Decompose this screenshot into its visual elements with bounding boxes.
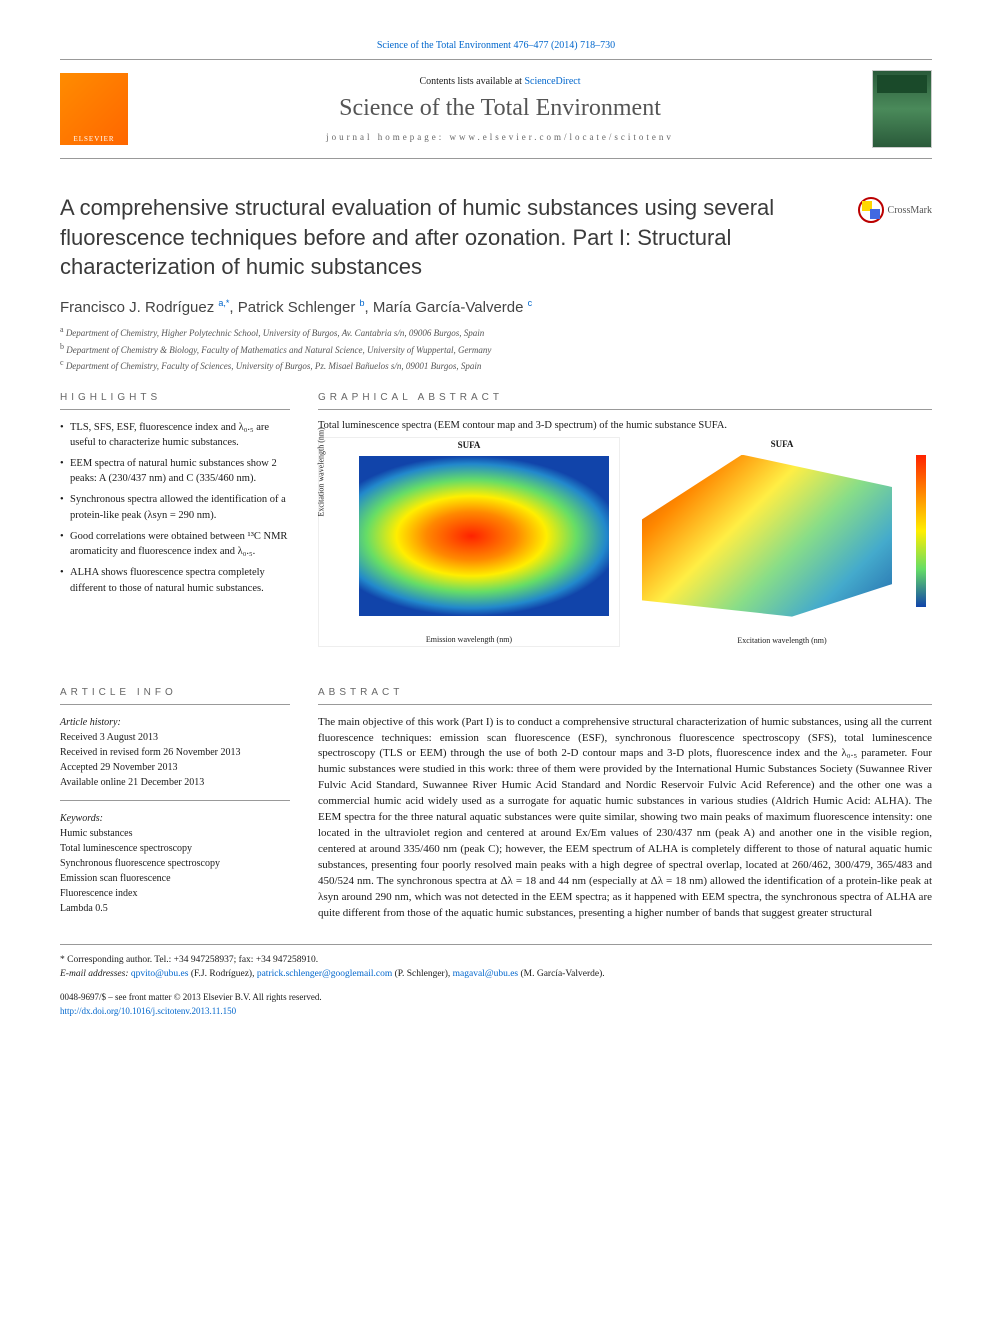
highlight-item: Good correlations were obtained between …	[60, 529, 290, 559]
contour-xlabel: Emission wavelength (nm)	[426, 635, 512, 644]
elsevier-logo: ELSEVIER	[60, 73, 128, 145]
graphical-abstract-figure: SUFA Excitation wavelength (nm) Emission…	[318, 437, 932, 647]
email-label: E-mail addresses:	[60, 969, 129, 979]
highlight-item: EEM spectra of natural humic substances …	[60, 456, 290, 486]
eem-3d-surface: SUFA Excitation wavelength (nm)	[632, 437, 932, 647]
contour-ylabel: Excitation wavelength (nm)	[317, 427, 326, 516]
graphical-abstract-heading: GRAPHICAL ABSTRACT	[318, 392, 932, 410]
article-history: Article history: Received 3 August 2013 …	[60, 715, 290, 790]
top-citation: Science of the Total Environment 476–477…	[60, 40, 932, 51]
crossmark-label: CrossMark	[888, 205, 932, 216]
author-2-sup[interactable]: b	[360, 298, 365, 308]
keyword: Humic substances	[60, 826, 290, 841]
keyword: Emission scan fluorescence	[60, 871, 290, 886]
email-link[interactable]: patrick.schlenger@googlemail.com	[257, 969, 392, 979]
keyword: Synchronous fluorescence spectroscopy	[60, 856, 290, 871]
history-label: Article history:	[60, 715, 290, 730]
history-line: Received in revised form 26 November 201…	[60, 745, 290, 760]
keyword: Fluorescence index	[60, 886, 290, 901]
article-info-heading: ARTICLE INFO	[60, 687, 290, 705]
authors-line: Francisco J. Rodríguez a,*, Patrick Schl…	[60, 298, 932, 316]
keywords-label: Keywords:	[60, 811, 290, 826]
doi-link[interactable]: http://dx.doi.org/10.1016/j.scitotenv.20…	[60, 1006, 236, 1016]
email-link[interactable]: magaval@ubu.es	[453, 969, 518, 979]
crossmark-icon	[858, 197, 884, 223]
article-title: A comprehensive structural evaluation of…	[60, 193, 842, 282]
journal-cover-thumbnail	[872, 70, 932, 148]
sciencedirect-link[interactable]: ScienceDirect	[524, 76, 580, 87]
highlight-item: ALHA shows fluorescence spectra complete…	[60, 565, 290, 595]
author-2: Patrick Schlenger	[238, 299, 356, 316]
email-addresses: E-mail addresses: qpvito@ubu.es (F.J. Ro…	[60, 967, 932, 981]
homepage-pre: journal homepage:	[326, 132, 449, 142]
journal-homepage: journal homepage: www.elsevier.com/locat…	[140, 132, 860, 142]
highlight-item: Synchronous spectra allowed the identifi…	[60, 492, 290, 522]
journal-name: Science of the Total Environment	[140, 95, 860, 122]
eem-contour-map: SUFA Excitation wavelength (nm) Emission…	[318, 437, 620, 647]
surface-colorbar	[916, 455, 926, 607]
journal-header: ELSEVIER Contents lists available at Sci…	[60, 59, 932, 159]
author-1: Francisco J. Rodríguez	[60, 299, 214, 316]
author-1-sup[interactable]: a,*	[218, 298, 229, 308]
history-line: Accepted 29 November 2013	[60, 760, 290, 775]
author-3-sup[interactable]: c	[528, 298, 533, 308]
affiliation-b: b Department of Chemistry & Biology, Fac…	[60, 341, 932, 358]
affiliation-a: a Department of Chemistry, Higher Polyte…	[60, 324, 932, 341]
keyword: Total luminescence spectroscopy	[60, 841, 290, 856]
contents-available-line: Contents lists available at ScienceDirec…	[140, 76, 860, 87]
graphical-abstract-caption: Total luminescence spectra (EEM contour …	[318, 420, 932, 431]
abstract-text: The main objective of this work (Part I)…	[318, 715, 932, 922]
affiliations: a Department of Chemistry, Higher Polyte…	[60, 324, 932, 374]
copyright-block: 0048-9697/$ – see front matter © 2013 El…	[60, 991, 932, 1018]
author-3: María García-Valverde	[373, 299, 524, 316]
homepage-url: www.elsevier.com/locate/scitotenv	[450, 132, 674, 142]
crossmark-badge[interactable]: CrossMark	[858, 197, 932, 223]
surface-xlabel: Excitation wavelength (nm)	[737, 636, 826, 645]
surface-title: SUFA	[771, 439, 794, 449]
affiliation-c: c Department of Chemistry, Faculty of Sc…	[60, 357, 932, 374]
keyword: Lambda 0.5	[60, 901, 290, 916]
contour-title: SUFA	[458, 440, 481, 450]
contents-pre: Contents lists available at	[419, 76, 524, 87]
highlights-heading: HIGHLIGHTS	[60, 392, 290, 410]
history-line: Received 3 August 2013	[60, 730, 290, 745]
corresponding-author-note: * Corresponding author. Tel.: +34 947258…	[60, 953, 932, 967]
corresponding-text: Corresponding author. Tel.: +34 94725893…	[67, 955, 318, 965]
history-line: Available online 21 December 2013	[60, 775, 290, 790]
copyright-line: 0048-9697/$ – see front matter © 2013 El…	[60, 991, 932, 1005]
highlights-list: TLS, SFS, ESF, fluorescence index and λ₀…	[60, 420, 290, 596]
abstract-heading: ABSTRACT	[318, 687, 932, 705]
elsevier-logo-text: ELSEVIER	[73, 135, 114, 143]
keywords-block: Keywords: Humic substances Total lumines…	[60, 811, 290, 916]
highlight-item: TLS, SFS, ESF, fluorescence index and λ₀…	[60, 420, 290, 450]
email-link[interactable]: qpvito@ubu.es	[131, 969, 189, 979]
